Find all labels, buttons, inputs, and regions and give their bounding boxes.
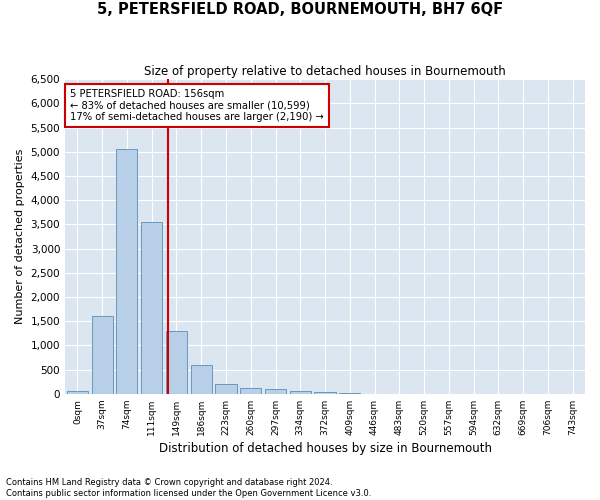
Bar [141,222,162,394]
Bar [265,390,286,394]
Bar [191,365,212,394]
Bar [67,392,88,394]
Text: Contains HM Land Registry data © Crown copyright and database right 2024.
Contai: Contains HM Land Registry data © Crown c… [6,478,371,498]
Bar [314,392,335,394]
X-axis label: Distribution of detached houses by size in Bournemouth: Distribution of detached houses by size … [158,442,491,455]
Bar [92,316,113,394]
Bar [166,331,187,394]
Bar [116,150,137,394]
Bar [240,388,261,394]
Bar [290,392,311,394]
Text: 5 PETERSFIELD ROAD: 156sqm
← 83% of detached houses are smaller (10,599)
17% of : 5 PETERSFIELD ROAD: 156sqm ← 83% of deta… [70,88,324,122]
Y-axis label: Number of detached properties: Number of detached properties [15,149,25,324]
Text: 5, PETERSFIELD ROAD, BOURNEMOUTH, BH7 6QF: 5, PETERSFIELD ROAD, BOURNEMOUTH, BH7 6Q… [97,2,503,18]
Bar [215,384,236,394]
Title: Size of property relative to detached houses in Bournemouth: Size of property relative to detached ho… [144,65,506,78]
